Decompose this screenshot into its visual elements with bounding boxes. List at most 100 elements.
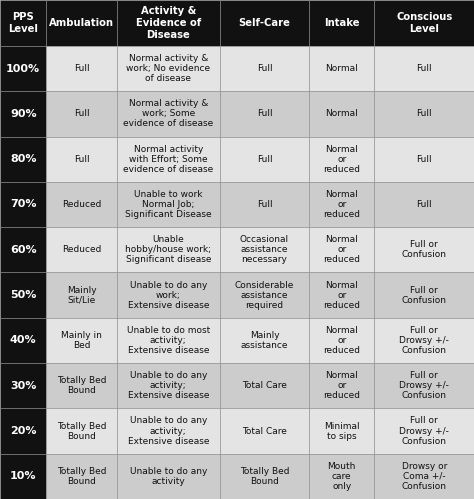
Bar [309, 0, 374, 46]
Bar [309, 363, 374, 408]
Text: Unable to do any
activity;
Extensive disease: Unable to do any activity; Extensive dis… [128, 371, 209, 400]
Text: Unable to do any
activity;
Extensive disease: Unable to do any activity; Extensive dis… [128, 417, 209, 446]
Text: Normal activity
with Effort; Some
evidence of disease: Normal activity with Effort; Some eviden… [123, 145, 213, 174]
Bar [46, 182, 117, 227]
Text: Normal
or
reduced: Normal or reduced [323, 145, 360, 174]
Bar [0, 318, 46, 363]
Bar [46, 46, 117, 91]
Bar [46, 137, 117, 182]
Bar [220, 46, 309, 91]
Bar [374, 137, 474, 182]
Text: Considerable
assistance
required: Considerable assistance required [235, 280, 294, 310]
Text: 30%: 30% [10, 381, 36, 391]
Text: 20%: 20% [10, 426, 36, 436]
Text: Normal: Normal [325, 64, 358, 73]
Bar [46, 408, 117, 454]
Bar [220, 363, 309, 408]
Bar [309, 318, 374, 363]
Text: PPS
Level: PPS Level [8, 12, 38, 34]
Bar [374, 454, 474, 499]
Bar [309, 91, 374, 137]
Text: Normal: Normal [325, 109, 358, 118]
Bar [0, 91, 46, 137]
Text: Unable to do any
activity: Unable to do any activity [129, 467, 207, 486]
Text: Unable to do any
work;
Extensive disease: Unable to do any work; Extensive disease [128, 280, 209, 310]
Text: Normal
or
reduced: Normal or reduced [323, 190, 360, 219]
Text: Drowsy or
Coma +/-
Confusion: Drowsy or Coma +/- Confusion [401, 462, 447, 491]
Bar [117, 363, 220, 408]
Bar [117, 227, 220, 272]
Text: Normal
or
reduced: Normal or reduced [323, 235, 360, 264]
Bar [220, 408, 309, 454]
Text: Ambulation: Ambulation [49, 18, 114, 28]
Bar [220, 318, 309, 363]
Bar [374, 0, 474, 46]
Bar [309, 46, 374, 91]
Text: Normal activity &
work; No evidence
of disease: Normal activity & work; No evidence of d… [126, 54, 210, 83]
Bar [0, 137, 46, 182]
Text: Full or
Confusion: Full or Confusion [402, 241, 447, 259]
Text: Intake: Intake [324, 18, 359, 28]
Text: Minimal
to sips: Minimal to sips [324, 422, 360, 441]
Bar [220, 137, 309, 182]
Text: Full: Full [417, 155, 432, 164]
Bar [374, 363, 474, 408]
Bar [374, 318, 474, 363]
Text: Unable
hobby/house work;
Significant disease: Unable hobby/house work; Significant dis… [125, 235, 211, 264]
Bar [117, 272, 220, 318]
Text: Self-Care: Self-Care [238, 18, 291, 28]
Bar [46, 363, 117, 408]
Bar [0, 454, 46, 499]
Bar [374, 227, 474, 272]
Bar [220, 227, 309, 272]
Text: 90%: 90% [10, 109, 36, 119]
Bar [0, 363, 46, 408]
Text: 50%: 50% [10, 290, 36, 300]
Bar [374, 182, 474, 227]
Bar [117, 318, 220, 363]
Text: Full: Full [257, 200, 272, 209]
Bar [309, 454, 374, 499]
Bar [0, 227, 46, 272]
Text: Normal
or
reduced: Normal or reduced [323, 371, 360, 400]
Text: Normal activity &
work; Some
evidence of disease: Normal activity & work; Some evidence of… [123, 99, 213, 128]
Bar [220, 91, 309, 137]
Text: Full: Full [417, 109, 432, 118]
Text: 80%: 80% [10, 154, 36, 164]
Bar [374, 408, 474, 454]
Text: Full: Full [257, 109, 272, 118]
Bar [46, 91, 117, 137]
Text: Mainly in
Bed: Mainly in Bed [61, 331, 102, 350]
Bar [220, 272, 309, 318]
Bar [374, 46, 474, 91]
Bar [309, 137, 374, 182]
Text: Full: Full [257, 155, 272, 164]
Bar [46, 318, 117, 363]
Bar [309, 227, 374, 272]
Text: 40%: 40% [10, 335, 36, 345]
Bar [309, 272, 374, 318]
Bar [309, 182, 374, 227]
Bar [46, 272, 117, 318]
Text: Full: Full [257, 64, 272, 73]
Bar [220, 0, 309, 46]
Text: Mainly
Sit/Lie: Mainly Sit/Lie [67, 285, 96, 304]
Text: Full: Full [74, 109, 89, 118]
Text: Totally Bed
Bound: Totally Bed Bound [57, 376, 106, 395]
Bar [117, 408, 220, 454]
Bar [117, 137, 220, 182]
Bar [220, 182, 309, 227]
Bar [46, 227, 117, 272]
Bar [0, 408, 46, 454]
Bar [117, 91, 220, 137]
Text: 60%: 60% [10, 245, 36, 255]
Text: Full: Full [74, 64, 89, 73]
Text: Normal
or
reduced: Normal or reduced [323, 280, 360, 310]
Text: Normal
or
reduced: Normal or reduced [323, 326, 360, 355]
Text: Unable to do most
activity;
Extensive disease: Unable to do most activity; Extensive di… [127, 326, 210, 355]
Bar [117, 46, 220, 91]
Text: Conscious
Level: Conscious Level [396, 12, 452, 34]
Text: Full or
Drowsy +/-
Confusion: Full or Drowsy +/- Confusion [399, 371, 449, 400]
Text: Full or
Drowsy +/-
Confusion: Full or Drowsy +/- Confusion [399, 417, 449, 446]
Text: Total Care: Total Care [242, 381, 287, 390]
